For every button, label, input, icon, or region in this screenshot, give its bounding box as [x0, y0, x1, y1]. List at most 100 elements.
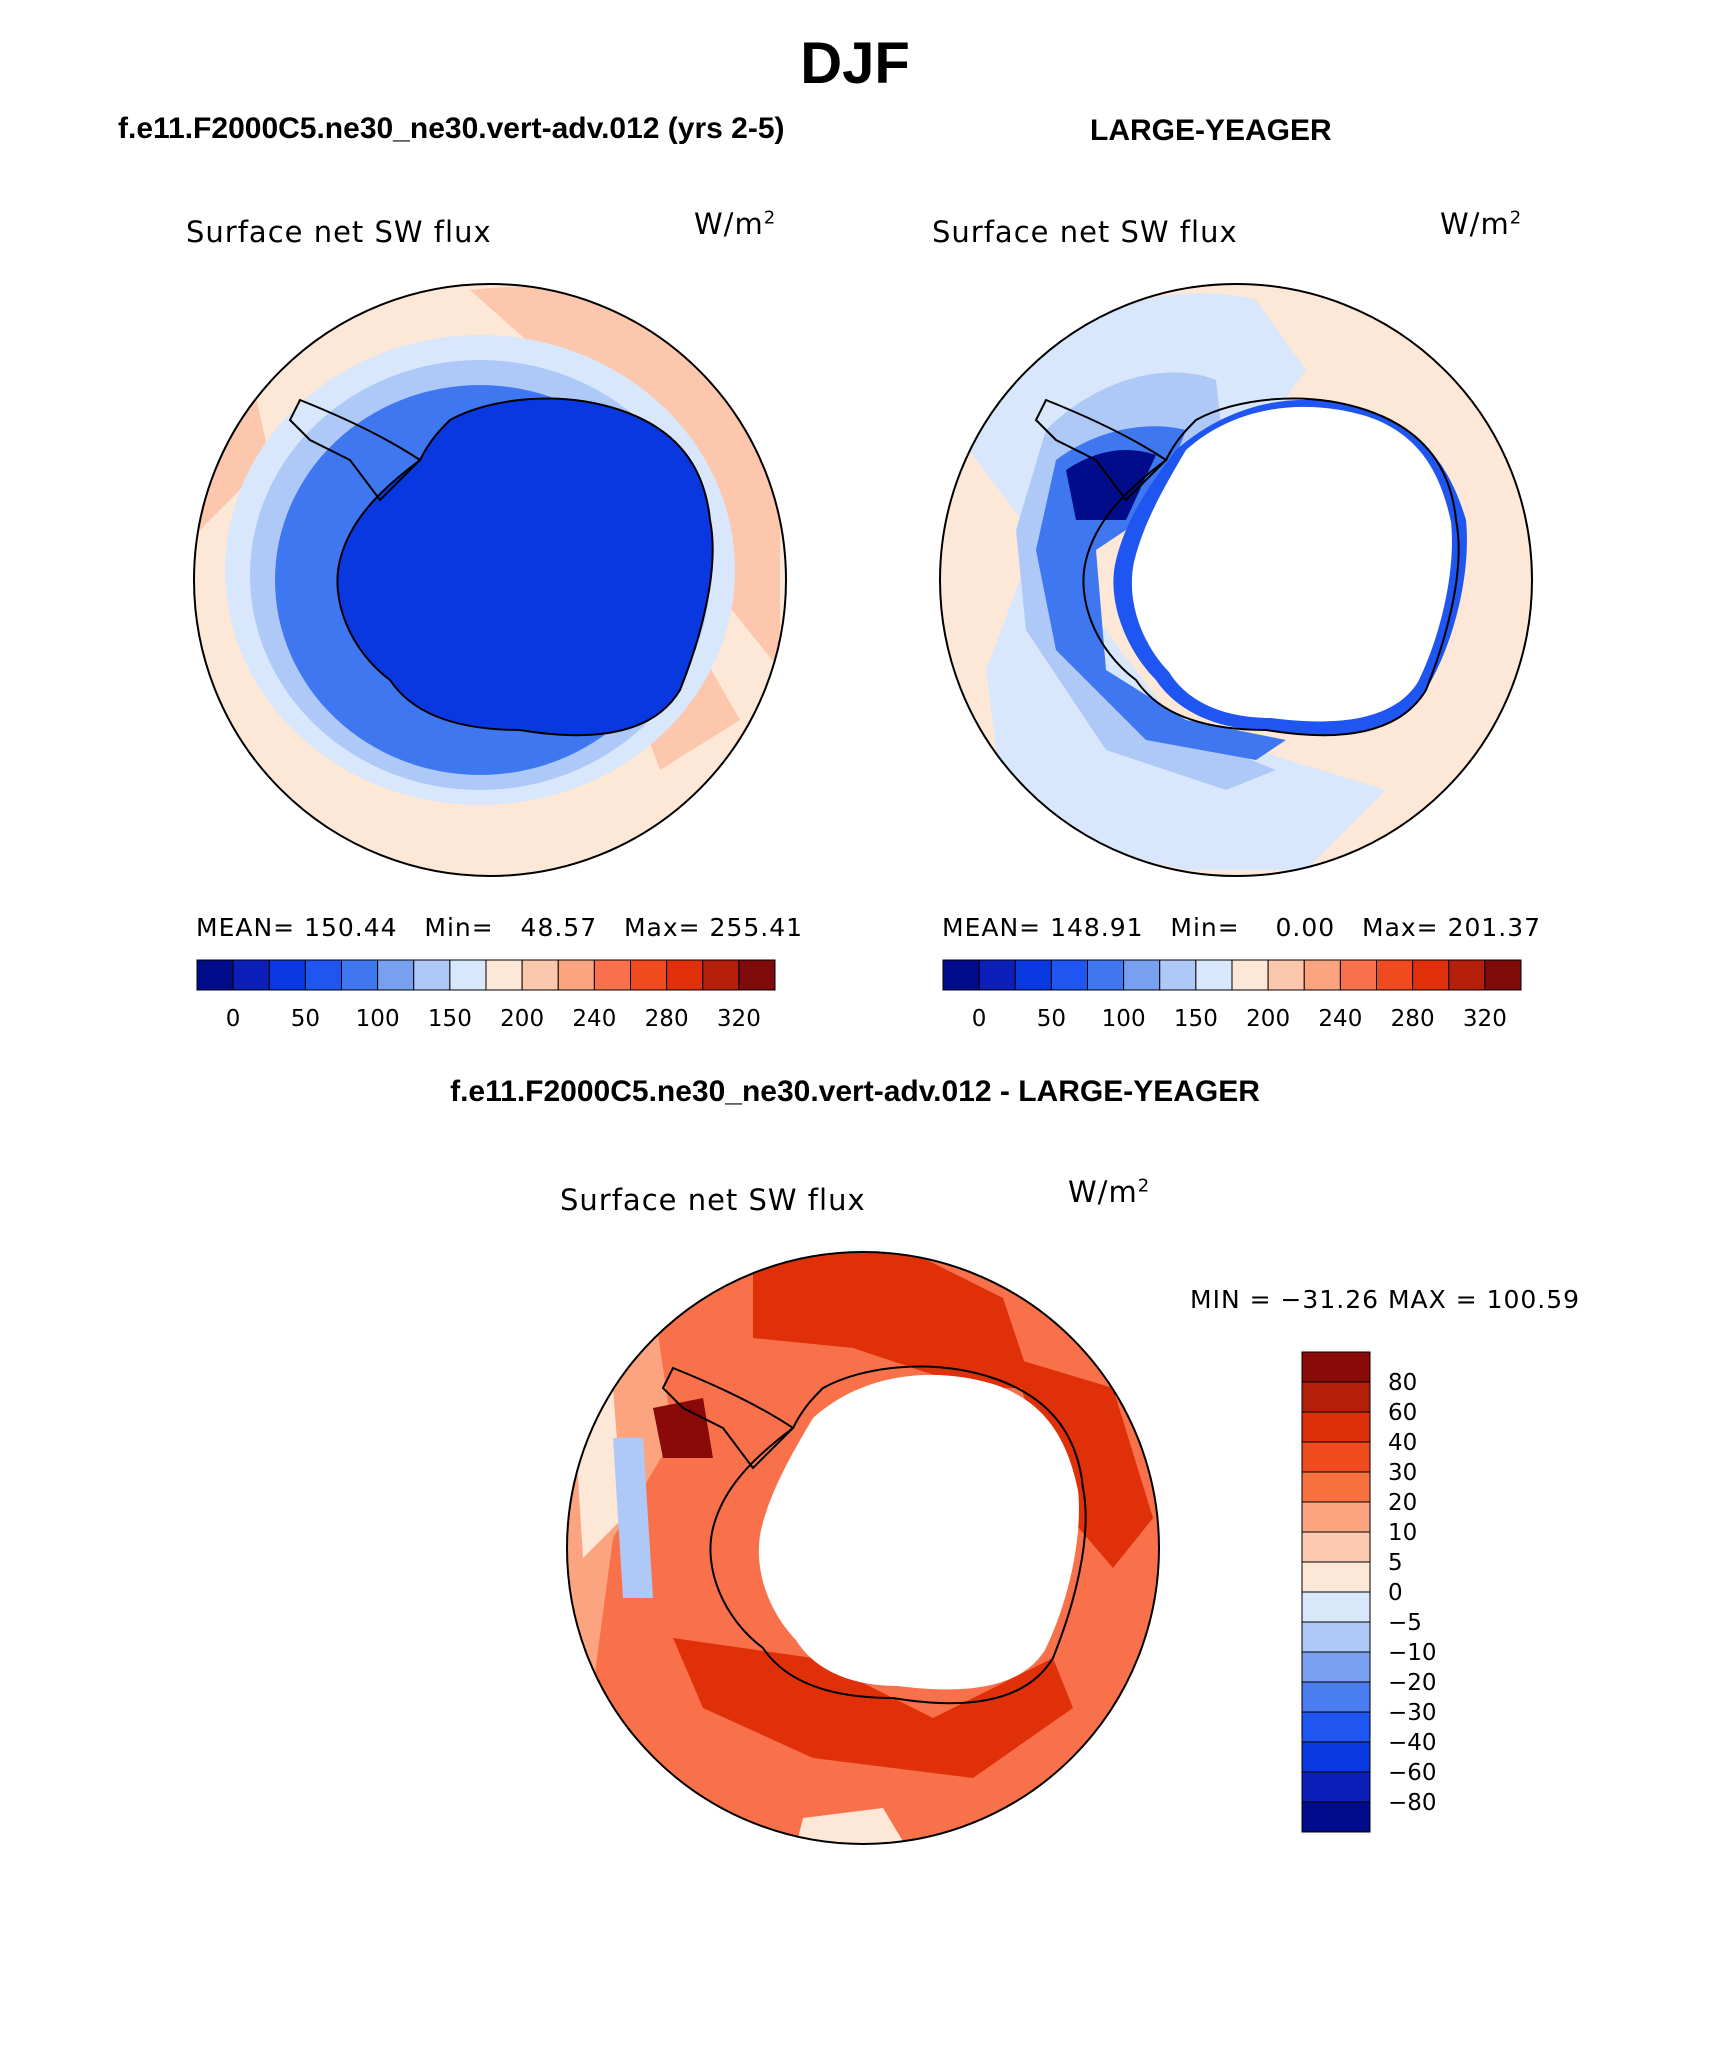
difference-colorbar-box-5 [1301, 1501, 1371, 1533]
panel2-colorbar-box-7 [1195, 959, 1233, 991]
panel2-colorbar-box-3 [1050, 959, 1088, 991]
difference-units: W/m2 [1068, 1175, 1151, 1209]
difference-colorbar-tick-8: −5 [1388, 1610, 1422, 1636]
panel1-warm-region-northeast [470, 286, 780, 670]
panel1-colorbar-tick-0: 0 [226, 1006, 241, 1032]
difference-colorbar-tick-0: 80 [1388, 1370, 1417, 1396]
difference-colorbar-tick-7: 0 [1388, 1580, 1403, 1606]
panel1-colorbar-box-8 [485, 959, 523, 991]
panel1-colorbar-box-14 [702, 959, 740, 991]
difference-colorbar-tick-2: 40 [1388, 1430, 1417, 1456]
panel2-peninsula-coastline [1034, 398, 1168, 502]
panel1-colorbar-tick-5: 240 [572, 1006, 616, 1032]
panel1-polar-map [193, 283, 787, 877]
difference-colorbar-box-6 [1301, 1531, 1371, 1563]
difference-colorbar-tick-4: 20 [1388, 1490, 1417, 1516]
panel1-min: Min= 48.57 [424, 913, 598, 942]
panel2-colorbar-box-6 [1159, 959, 1197, 991]
panel2-colorbar-tick-4: 200 [1246, 1006, 1290, 1032]
difference-antarctica-land [758, 1374, 1079, 1690]
panel1-colorbar-tick-1: 50 [291, 1006, 320, 1032]
panel2-colorbar: 0 50 100 150 200 240 280 320 [942, 959, 1522, 1032]
difference-dark-red-patch [653, 1398, 713, 1458]
panel2-colorbar-tick-6: 280 [1391, 1006, 1435, 1032]
panel2-map-border [939, 283, 1533, 877]
panel2-colorbar-box-5 [1123, 959, 1161, 991]
difference-colorbar-box-15 [1301, 1801, 1371, 1833]
panel2-colorbar-box-13 [1412, 959, 1450, 991]
panel2-colorbar-box-8 [1231, 959, 1269, 991]
panel2-colorbar-box-1 [978, 959, 1016, 991]
panel1-colorbar: 0 50 100 150 200 240 280 320 [196, 959, 776, 1032]
difference-colorbar-tick-1: 60 [1388, 1400, 1417, 1426]
panel1-colorbar-tick-7: 320 [717, 1006, 761, 1032]
difference-colorbar-tick-3: 30 [1388, 1460, 1417, 1486]
difference-map-border [566, 1251, 1160, 1845]
panel2-antarctica-coastline [1082, 397, 1460, 737]
panel1-colorbar-box-10 [557, 959, 595, 991]
difference-polar-map [566, 1251, 1160, 1845]
difference-red-south [673, 1638, 1073, 1778]
difference-colorbar-tick-5: 10 [1388, 1520, 1417, 1546]
panel1-mean: MEAN= 150.44 [196, 913, 398, 942]
difference-colorbar-box-0 [1301, 1351, 1371, 1383]
difference-colorbar-box-9 [1301, 1621, 1371, 1653]
difference-colorbar-box-10 [1301, 1651, 1371, 1683]
panel1-colorbar-box-9 [521, 959, 559, 991]
panel2-colorbar-box-4 [1087, 959, 1125, 991]
difference-colorbar-box-12 [1301, 1711, 1371, 1743]
panel2-colorbar-tick-3: 150 [1174, 1006, 1218, 1032]
panel2-colorbar-tick-0: 0 [972, 1006, 987, 1032]
panel1-colorbar-tick-2: 100 [356, 1006, 400, 1032]
panel1-variable-label: Surface net SW flux [186, 215, 492, 249]
panel1-colorbar-box-3 [304, 959, 342, 991]
difference-colorbar: 80 60 40 30 20 10 5 0 −5 −10 −20 −30 −40 −60 −80 [1301, 1351, 1437, 1833]
difference-colorbar-tick-10: −20 [1388, 1670, 1437, 1696]
difference-colorbar-tick-13: −60 [1388, 1760, 1437, 1786]
panel1-map-border [193, 283, 787, 877]
panel2-colorbar-tick-7: 320 [1463, 1006, 1507, 1032]
panel2-colorbar-box-0 [942, 959, 980, 991]
difference-colorbar-tick-9: −10 [1388, 1640, 1437, 1666]
difference-colorbar-tick-14: −80 [1388, 1790, 1437, 1816]
difference-colorbar-box-1 [1301, 1381, 1371, 1413]
difference-variable-label: Surface net SW flux [560, 1183, 866, 1217]
panel1-colorbar-box-2 [268, 959, 306, 991]
difference-pale-patch-south [793, 1808, 913, 1844]
difference-colorbar-box-8 [1301, 1591, 1371, 1623]
difference-colorbar-box-14 [1301, 1771, 1371, 1803]
panel2-colorbar-box-11 [1339, 959, 1377, 991]
difference-colorbar-tick-6: 5 [1388, 1550, 1403, 1576]
panel1-colorbar-box-6 [413, 959, 451, 991]
panel2-units: W/m2 [1440, 207, 1523, 241]
difference-colorbar-tick-11: −30 [1388, 1700, 1437, 1726]
difference-colorbar-box-13 [1301, 1741, 1371, 1773]
panel1-colorbar-tick-4: 200 [500, 1006, 544, 1032]
panel1-colorbar-box-15 [738, 959, 776, 991]
difference-colorbar-box-3 [1301, 1441, 1371, 1473]
panel1-colorbar-tick-6: 280 [645, 1006, 689, 1032]
panel2-colorbar-tick-5: 240 [1318, 1006, 1362, 1032]
panel1-colorbar-box-1 [232, 959, 270, 991]
difference-minmax: MIN = −31.26 MAX = 100.59 [1190, 1285, 1581, 1314]
difference-colorbar-box-11 [1301, 1681, 1371, 1713]
panel1-antarctica-coastline [336, 397, 714, 737]
panel1-units: W/m2 [694, 207, 777, 241]
difference-red-north [753, 1252, 1033, 1388]
panel1-stats: MEAN= 150.44 Min= 48.57 Max= 255.41 [196, 913, 803, 942]
panel1-colorbar-tick-3: 150 [428, 1006, 472, 1032]
panel1-colorbar-box-12 [630, 959, 668, 991]
panel2-mean: MEAN= 148.91 [942, 913, 1144, 942]
panel2-min: Min= 0.00 [1170, 913, 1336, 942]
panel1-colorbar-box-11 [593, 959, 631, 991]
panel2-colorbar-tick-1: 50 [1037, 1006, 1066, 1032]
panel2-antarctica-land [1131, 406, 1452, 722]
panel2-polar-map [939, 283, 1533, 877]
panel1-colorbar-box-7 [449, 959, 487, 991]
difference-colorbar-box-4 [1301, 1471, 1371, 1503]
panel2-colorbar-box-15 [1484, 959, 1522, 991]
difference-peninsula-coastline [661, 1366, 795, 1470]
difference-blue-streak [613, 1438, 653, 1598]
panel1-title: f.e11.F2000C5.ne30_ne30.vert-adv.012 (yr… [118, 112, 785, 145]
panel1-colorbar-box-13 [666, 959, 704, 991]
